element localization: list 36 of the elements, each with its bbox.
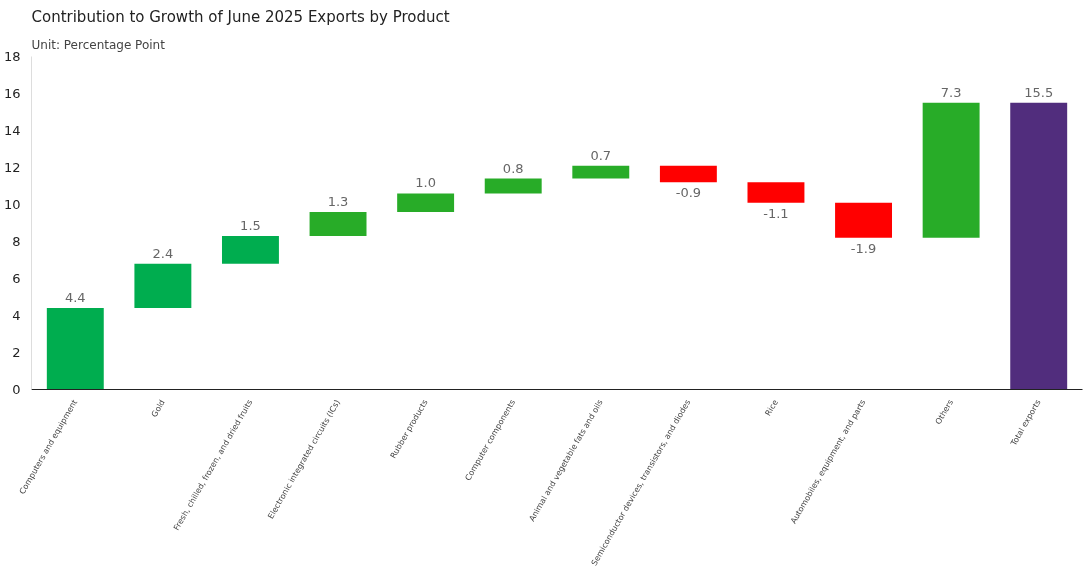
bar	[747, 182, 805, 203]
bar	[134, 263, 192, 309]
data-label: -1.1	[763, 205, 789, 221]
data-label: 15.5	[1024, 84, 1054, 100]
bar	[572, 165, 630, 179]
y-tick-label: 6	[12, 271, 21, 286]
y-tick-label: 18	[3, 49, 21, 64]
data-label: -1.9	[850, 240, 877, 256]
bar	[397, 193, 455, 212]
data-label: 1.5	[240, 217, 261, 233]
bar	[835, 202, 893, 238]
bar	[659, 165, 717, 183]
y-tick-label: 12	[3, 160, 21, 175]
bar	[309, 211, 367, 236]
bar	[922, 102, 980, 238]
data-label: 7.3	[940, 84, 962, 100]
chart-title: Contribution to Growth of June 2025 Exports by Product	[31, 7, 450, 26]
data-label: 0.7	[590, 147, 612, 163]
y-tick-label: 0	[12, 382, 21, 397]
y-tick-label: 2	[12, 345, 21, 360]
y-tick-label: 4	[12, 308, 21, 323]
y-tick-label: 14	[3, 123, 21, 138]
bar	[1010, 102, 1068, 390]
data-label: 1.0	[415, 175, 436, 191]
y-tick-label: 16	[3, 86, 21, 101]
data-label: 2.4	[152, 245, 174, 261]
data-label: 1.3	[327, 193, 349, 209]
y-tick-label: 8	[12, 234, 21, 249]
bar	[46, 308, 104, 390]
bar	[221, 235, 279, 264]
bar	[484, 178, 542, 194]
data-label: 4.4	[64, 290, 86, 306]
chart-subtitle: Unit: Percentage Point	[31, 37, 166, 52]
y-tick-label: 10	[3, 197, 21, 212]
data-label: 0.8	[502, 160, 524, 176]
data-label: -0.9	[675, 185, 702, 201]
